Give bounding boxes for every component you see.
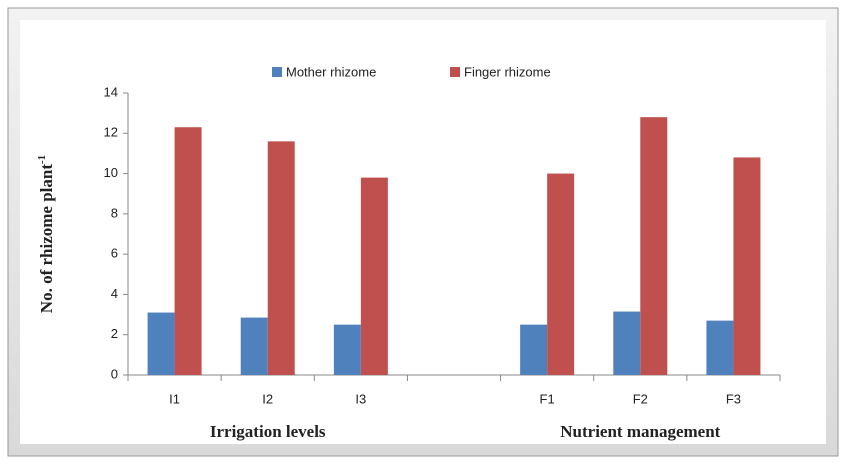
legend-swatch xyxy=(450,67,460,77)
x-group-label: Nutrient management xyxy=(560,422,720,441)
x-group-label: Irrigation levels xyxy=(210,422,326,441)
bar xyxy=(613,311,641,375)
bar xyxy=(733,157,761,375)
bar xyxy=(240,317,268,375)
y-tick-label: 4 xyxy=(111,286,118,301)
bar xyxy=(360,177,388,375)
x-tick-label: I3 xyxy=(355,391,366,406)
x-tick-label: F3 xyxy=(726,391,741,406)
bar xyxy=(547,173,575,375)
legend-swatch xyxy=(272,67,282,77)
bar xyxy=(174,127,202,375)
y-tick-label: 12 xyxy=(104,125,118,140)
x-tick-label: F2 xyxy=(633,391,648,406)
y-tick-label: 0 xyxy=(111,366,118,381)
bar xyxy=(520,324,548,375)
bar xyxy=(333,324,361,375)
x-tick-label: I1 xyxy=(169,391,180,406)
bar xyxy=(147,312,175,375)
chart-area xyxy=(20,20,826,444)
bar xyxy=(706,320,734,375)
bar xyxy=(640,117,668,376)
legend-label: Mother rhizome xyxy=(286,64,376,79)
y-tick-label: 8 xyxy=(111,205,118,220)
x-tick-label: I2 xyxy=(262,391,273,406)
y-tick-label: 6 xyxy=(111,246,118,261)
y-tick-label: 10 xyxy=(104,165,118,180)
legend-label: Finger rhizome xyxy=(464,64,551,79)
y-tick-label: 14 xyxy=(104,84,118,99)
y-axis-label: No. of rhizome plant-1 xyxy=(36,155,56,313)
bar xyxy=(267,141,295,375)
x-tick-label: F1 xyxy=(540,391,555,406)
y-tick-label: 2 xyxy=(111,326,118,341)
